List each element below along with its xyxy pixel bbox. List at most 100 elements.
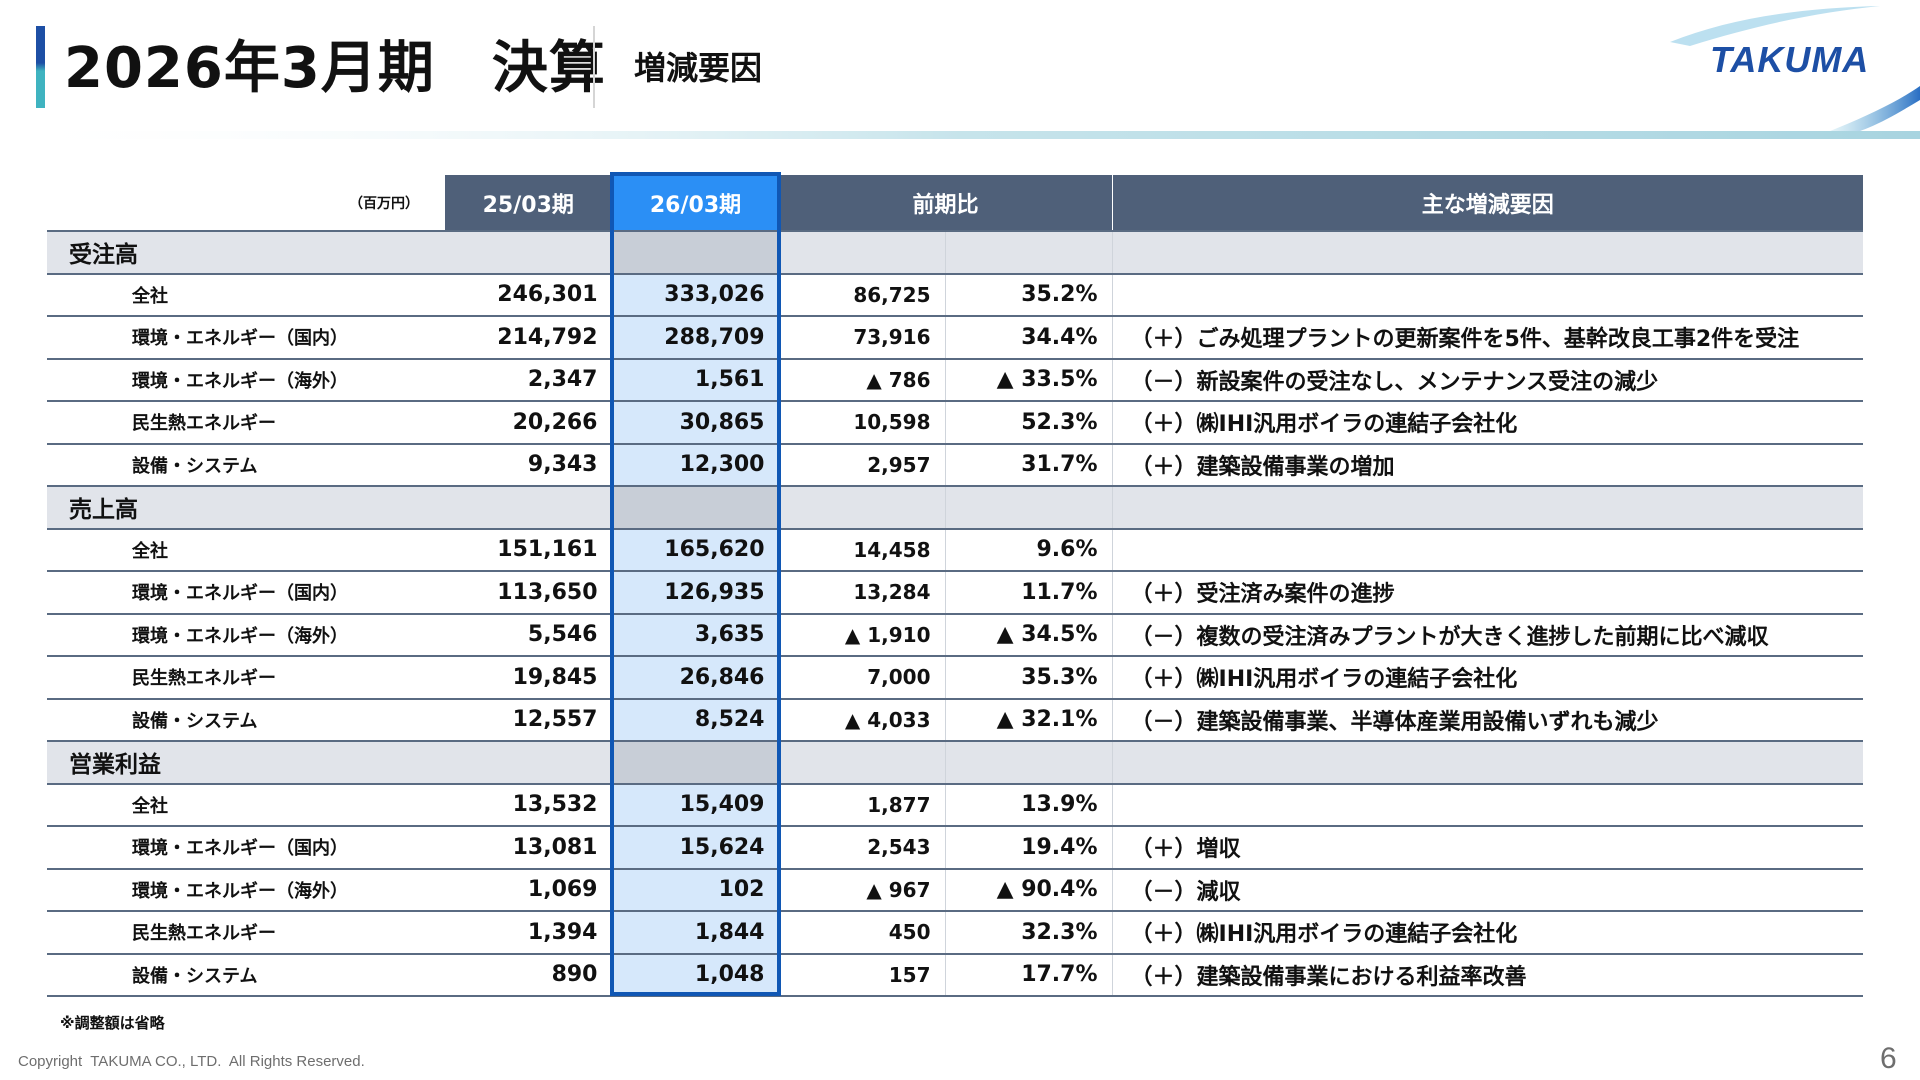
diff-value: 14,458 bbox=[779, 528, 946, 572]
section-blank-cell bbox=[612, 486, 780, 530]
table-row: 全社 13,532 15,409 1,877 13.9% bbox=[47, 783, 1864, 827]
curr-value: 102 bbox=[612, 868, 780, 912]
diff-value: 450 bbox=[779, 911, 946, 955]
segment-name: 環境・エネルギー（国内） bbox=[47, 826, 445, 870]
segment-name: 設備・システム bbox=[47, 443, 445, 487]
prev-value: 12,557 bbox=[445, 698, 613, 742]
curr-value: 126,935 bbox=[612, 571, 780, 615]
curr-value: 15,409 bbox=[612, 783, 780, 827]
pct-value: 34.4% bbox=[945, 316, 1113, 360]
section-blank-cell bbox=[1112, 486, 1864, 530]
table-row: 設備・システム 9,343 12,300 2,957 31.7% （＋）建築設備事業の増加 bbox=[47, 443, 1864, 487]
pct-value: 31.7% bbox=[945, 443, 1113, 487]
diff-value: 7,000 bbox=[779, 656, 946, 700]
segment-name: 設備・システム bbox=[47, 953, 445, 997]
diff-value: 13,284 bbox=[779, 571, 946, 615]
column-header-prev: 25/03期 bbox=[445, 175, 613, 232]
section-blank-cell bbox=[779, 741, 946, 785]
prev-value: 13,532 bbox=[445, 783, 613, 827]
title-accent-bar bbox=[36, 26, 45, 108]
section-label: 受注高 bbox=[47, 231, 445, 275]
title-separator bbox=[593, 26, 595, 108]
section-blank-cell bbox=[612, 741, 780, 785]
segment-name: 全社 bbox=[47, 528, 445, 572]
diff-value: ▲ 967 bbox=[779, 868, 946, 912]
prev-value: 13,081 bbox=[445, 826, 613, 870]
segment-name: 全社 bbox=[47, 783, 445, 827]
diff-value: 10,598 bbox=[779, 401, 946, 445]
section-row: 売上高 bbox=[47, 486, 1864, 530]
reason-text: （＋）㈱IHI汎用ボイラの連結子会社化 bbox=[1112, 656, 1864, 700]
curr-value: 333,026 bbox=[612, 273, 780, 317]
section-row: 受注高 bbox=[47, 231, 1864, 275]
pct-value: 32.3% bbox=[945, 911, 1113, 955]
results-table: （百万円） 25/03期 26/03期 前期比 主な増減要因 受注高 全社 246,… bbox=[47, 175, 1864, 997]
table-row: 全社 246,301 333,026 86,725 35.2% bbox=[47, 273, 1864, 317]
pct-value: 9.6% bbox=[945, 528, 1113, 572]
pct-value: ▲ 33.5% bbox=[945, 358, 1113, 402]
table-row: 環境・エネルギー（国内） 113,650 126,935 13,284 11.7% （＋）… bbox=[47, 571, 1864, 615]
prev-value: 19,845 bbox=[445, 656, 613, 700]
curr-value: 165,620 bbox=[612, 528, 780, 572]
diff-value: 2,543 bbox=[779, 826, 946, 870]
table-row: 環境・エネルギー（国内） 13,081 15,624 2,543 19.4% （＋）増収 bbox=[47, 826, 1864, 870]
curr-value: 26,846 bbox=[612, 656, 780, 700]
pct-value: 13.9% bbox=[945, 783, 1113, 827]
segment-name: 環境・エネルギー（国内） bbox=[47, 571, 445, 615]
section-blank-cell bbox=[445, 741, 613, 785]
segment-name: 環境・エネルギー（海外） bbox=[47, 613, 445, 657]
table-row: 環境・エネルギー（海外） 2,347 1,561 ▲ 786 ▲ 33.5% （－）新設案… bbox=[47, 358, 1864, 402]
pct-value: 52.3% bbox=[945, 401, 1113, 445]
section-blank-cell bbox=[945, 741, 1113, 785]
segment-name: 環境・エネルギー（国内） bbox=[47, 316, 445, 360]
table-row: 設備・システム 890 1,048 157 17.7% （＋）建築設備事業における利益率改… bbox=[47, 953, 1864, 997]
pct-value: 17.7% bbox=[945, 953, 1113, 997]
table-row: 民生熱エネルギー 1,394 1,844 450 32.3% （＋）㈱IHI汎用ボイラの連… bbox=[47, 911, 1864, 955]
prev-value: 214,792 bbox=[445, 316, 613, 360]
reason-text bbox=[1112, 783, 1864, 827]
prev-value: 246,301 bbox=[445, 273, 613, 317]
curr-value: 288,709 bbox=[612, 316, 780, 360]
pct-value: 19.4% bbox=[945, 826, 1113, 870]
reason-text: （＋）受注済み案件の進捗 bbox=[1112, 571, 1864, 615]
segment-name: 環境・エネルギー（海外） bbox=[47, 358, 445, 402]
reason-text: （－）複数の受注済みプラントが大きく進捗した前期に比べ減収 bbox=[1112, 613, 1864, 657]
column-header-reasons: 主な増減要因 bbox=[1112, 175, 1864, 232]
curr-value: 1,561 bbox=[612, 358, 780, 402]
curr-value: 30,865 bbox=[612, 401, 780, 445]
segment-name: 民生熱エネルギー bbox=[47, 656, 445, 700]
diff-value: 157 bbox=[779, 953, 946, 997]
diff-value: 86,725 bbox=[779, 273, 946, 317]
footnote: ※調整額は省略 bbox=[60, 1014, 165, 1032]
table-row: 環境・エネルギー（国内） 214,792 288,709 73,916 34.4% （＋）… bbox=[47, 316, 1864, 360]
diff-value: ▲ 4,033 bbox=[779, 698, 946, 742]
section-blank-cell bbox=[945, 231, 1113, 275]
pct-value: ▲ 90.4% bbox=[945, 868, 1113, 912]
curr-value: 8,524 bbox=[612, 698, 780, 742]
unit-label: （百万円） bbox=[47, 175, 445, 232]
diff-value: 2,957 bbox=[779, 443, 946, 487]
section-blank-cell bbox=[445, 231, 613, 275]
section-blank-cell bbox=[445, 486, 613, 530]
copyright: Copyright TAKUMA CO., LTD. All Rights Re… bbox=[18, 1053, 365, 1070]
reason-text: （＋）建築設備事業における利益率改善 bbox=[1112, 953, 1864, 997]
curr-value: 1,048 bbox=[612, 953, 780, 997]
prev-value: 1,394 bbox=[445, 911, 613, 955]
section-label: 営業利益 bbox=[47, 741, 445, 785]
section-blank-cell bbox=[779, 231, 946, 275]
table-row: 民生熱エネルギー 20,266 30,865 10,598 52.3% （＋）㈱IHI汎用… bbox=[47, 401, 1864, 445]
table-row: 環境・エネルギー（海外） 1,069 102 ▲ 967 ▲ 90.4% （－）減収 bbox=[47, 868, 1864, 912]
reason-text: （－）減収 bbox=[1112, 868, 1864, 912]
reason-text: （＋）㈱IHI汎用ボイラの連結子会社化 bbox=[1112, 401, 1864, 445]
segment-name: 設備・システム bbox=[47, 698, 445, 742]
column-header-comparison: 前期比 bbox=[779, 175, 1113, 232]
prev-value: 5,546 bbox=[445, 613, 613, 657]
table-header-row: （百万円） 25/03期 26/03期 前期比 主な増減要因 bbox=[47, 175, 1864, 232]
prev-value: 113,650 bbox=[445, 571, 613, 615]
table-body: 受注高 全社 246,301 333,026 86,725 35.2% 環境・エネルギー（国… bbox=[47, 231, 1864, 997]
segment-name: 民生熱エネルギー bbox=[47, 401, 445, 445]
prev-value: 9,343 bbox=[445, 443, 613, 487]
section-blank-cell bbox=[1112, 741, 1864, 785]
section-blank-cell bbox=[779, 486, 946, 530]
reason-text: （－）新設案件の受注なし、メンテナンス受注の減少 bbox=[1112, 358, 1864, 402]
